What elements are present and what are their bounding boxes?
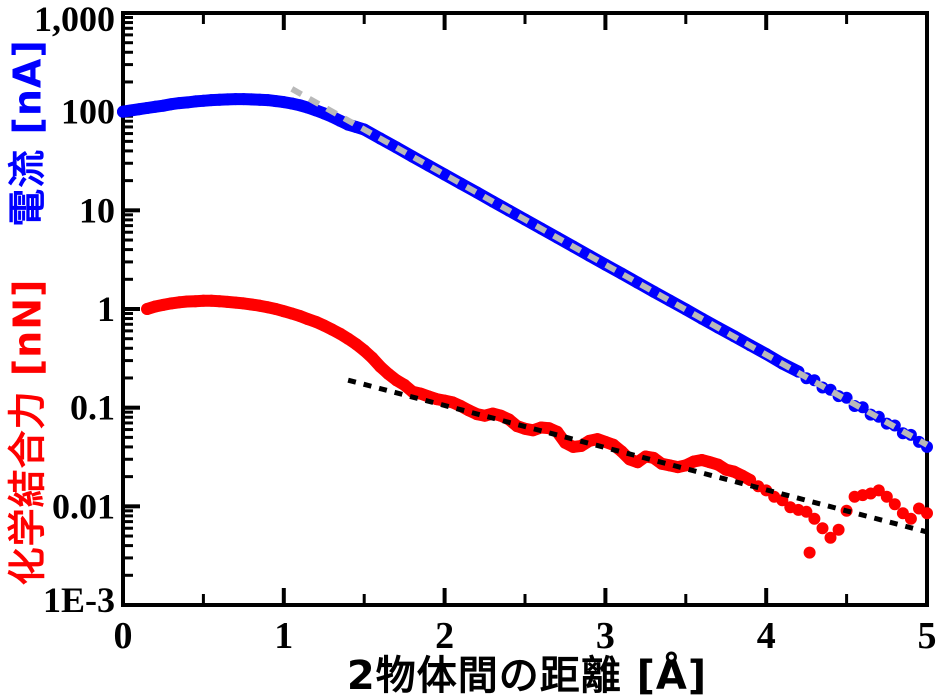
plot-frame (121, 11, 929, 607)
y-tick-label: 1,000 (34, 0, 115, 39)
force-data-point (872, 484, 885, 497)
y-tick-label: 100 (61, 92, 115, 132)
current-series (117, 93, 933, 453)
y-axis-title-force: 化学結合力 [nN] (5, 278, 50, 586)
force-data-point (744, 474, 757, 486)
y-axis-ticks (125, 11, 140, 607)
x-axis-title: 2物体間の距離 [Å] (346, 653, 708, 699)
x-tick-label: 0 (114, 615, 133, 657)
y-axis-title-current: 電流 [nA] (5, 39, 50, 227)
y-tick-label: 1 (97, 289, 115, 329)
x-tick-label: 2 (435, 615, 454, 657)
x-tick-label: 1 (274, 615, 293, 657)
force-data-point (366, 351, 379, 364)
force-series (141, 294, 933, 559)
force-data-point (888, 498, 901, 511)
force-data-point (824, 531, 837, 544)
force-data-point (398, 378, 411, 391)
force-curve-line (141, 294, 757, 486)
force-data-point (816, 522, 829, 535)
y-tick-label: 0.1 (70, 388, 115, 428)
force-data-point (358, 344, 371, 357)
y-tick-label: 0.01 (52, 486, 115, 526)
force-data-point (832, 523, 845, 536)
x-tick-label: 3 (596, 615, 615, 657)
x-tick-label: 5 (918, 615, 937, 657)
force-data-point (615, 445, 628, 458)
current-curve-line (117, 93, 805, 378)
force-exponential-fit-line (347, 377, 928, 535)
current-data-point (438, 168, 451, 181)
force-data-point (607, 438, 620, 451)
force-data-point (808, 512, 821, 525)
force-data-point (880, 490, 893, 503)
current-exponential-fit-line (290, 86, 929, 448)
force-data-point (800, 505, 813, 518)
force-data-point (374, 360, 387, 373)
y-tick-label: 1E-3 (43, 580, 115, 620)
force-data-point (921, 507, 933, 520)
x-axis-ticks (121, 15, 929, 603)
x-tick-label: 4 (757, 615, 776, 657)
force-data-point (803, 546, 816, 559)
force-data-point (382, 367, 395, 380)
force-data-point (904, 512, 917, 525)
y-tick-label: 10 (79, 190, 115, 230)
